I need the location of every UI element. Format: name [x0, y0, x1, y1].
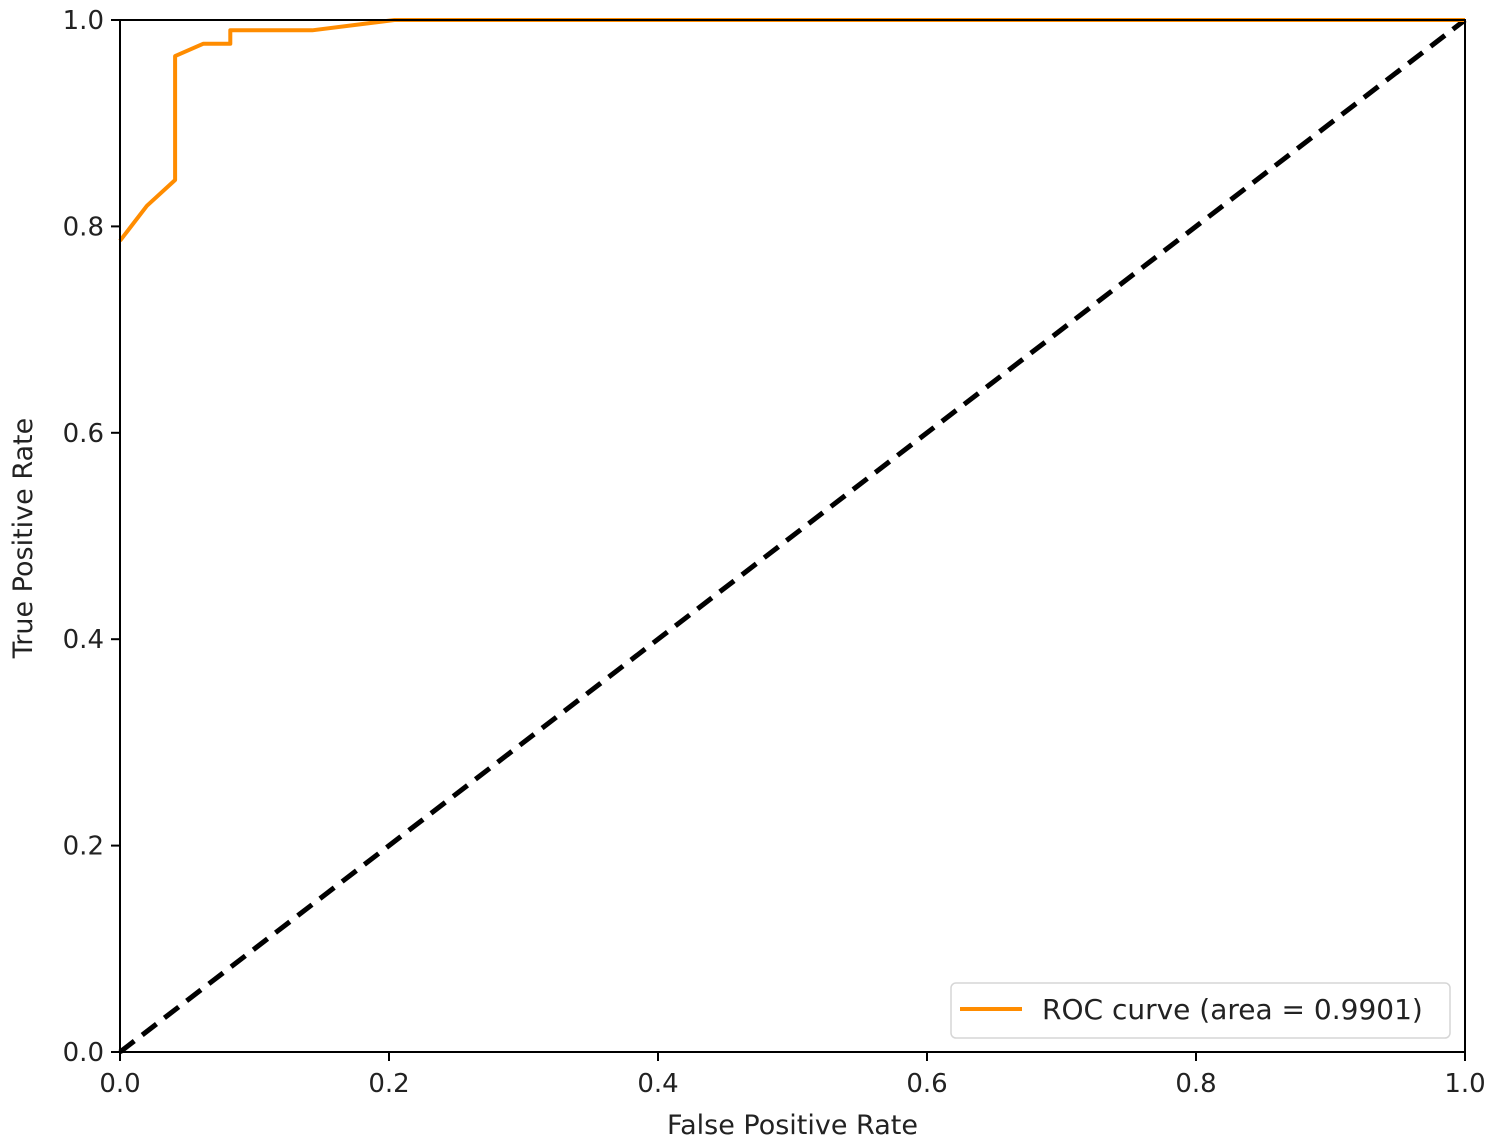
- legend-entry-roc-curve: ROC curve (area = 0.9901): [1042, 993, 1423, 1026]
- plot-area: [118, 18, 1467, 1054]
- y-tick-label: 0.6: [63, 419, 104, 449]
- x-tick-label: 0.2: [368, 1069, 409, 1099]
- legend: ROC curve (area = 0.9901): [950, 982, 1451, 1039]
- y-tick-label: 0.2: [63, 832, 104, 862]
- x-tick-label: 0.8: [1175, 1069, 1216, 1099]
- x-tick-label: 1.0: [1444, 1069, 1485, 1099]
- plot-frame: [119, 19, 1466, 1053]
- x-tick-label: 0.4: [637, 1069, 678, 1099]
- x-axis: 0.0 0.2 0.4 0.6 0.8 1.0: [99, 1052, 1486, 1099]
- roc-curve-line: [118, 18, 1465, 243]
- x-tick-label: 0.0: [99, 1069, 140, 1099]
- y-tick-label: 1.0: [63, 6, 104, 36]
- x-tick-label: 0.6: [906, 1069, 947, 1099]
- y-tick-label: 0.0: [63, 1038, 104, 1068]
- y-tick-label: 0.8: [63, 212, 104, 242]
- y-axis: 0.0 0.2 0.4 0.6 0.8 1.0: [63, 6, 120, 1068]
- y-axis-label: True Positive Rate: [8, 418, 39, 660]
- y-tick-label: 0.4: [63, 625, 104, 655]
- diagonal-reference-line: [118, 18, 1467, 1054]
- legend-box: [950, 982, 1451, 1039]
- x-axis-label: False Positive Rate: [667, 1110, 918, 1141]
